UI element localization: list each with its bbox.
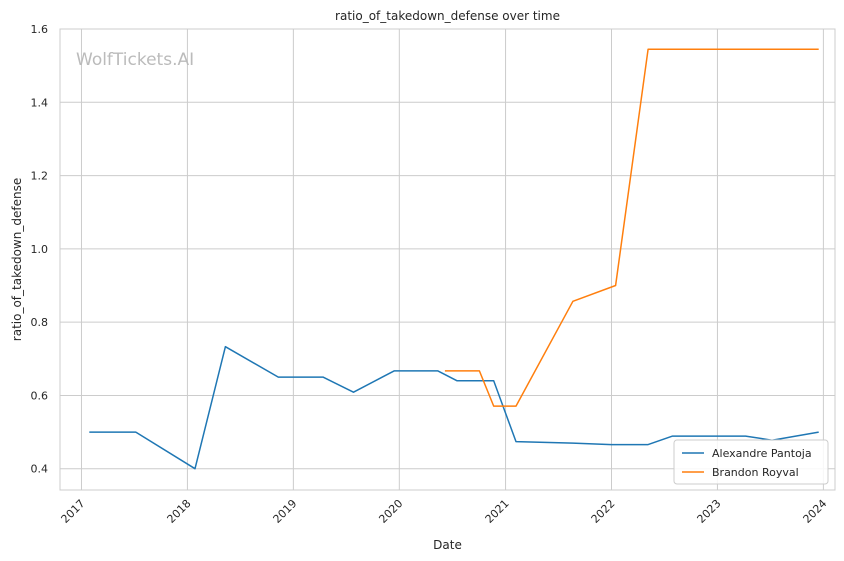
x-tick-label: 2024 [801, 497, 830, 526]
y-axis-ticks: 0.4 0.6 0.8 1.0 1.2 1.4 1.6 [31, 23, 49, 476]
series-lines [89, 48, 819, 470]
series-line [89, 345, 819, 470]
legend: Alexandre Pantoja Brandon Royval [673, 439, 829, 485]
chart-title: ratio_of_takedown_defense over time [335, 9, 560, 23]
plot-frame [59, 28, 836, 491]
legend-box [673, 439, 829, 485]
x-axis-title: Date [433, 538, 462, 552]
x-axis-ticks: 2017 2018 2019 2020 2021 2022 2023 2024 [59, 497, 830, 526]
x-tick-label: 2020 [376, 497, 405, 526]
x-tick-label: 2022 [589, 497, 618, 526]
legend-label: Alexandre Pantoja [712, 447, 812, 460]
y-tick-label: 0.4 [31, 463, 49, 476]
series-line [444, 48, 819, 407]
x-tick-label: 2023 [695, 497, 724, 526]
x-tick-label: 2017 [59, 497, 88, 526]
y-tick-label: 0.8 [31, 316, 49, 329]
y-tick-label: 0.6 [31, 389, 49, 402]
y-tick-label: 1.4 [31, 96, 49, 109]
legend-label: Brandon Royval [712, 466, 799, 479]
y-axis-title: ratio_of_takedown_defense [10, 178, 24, 341]
x-tick-label: 2021 [483, 497, 512, 526]
x-tick-label: 2019 [271, 497, 300, 526]
y-tick-label: 1.0 [31, 243, 49, 256]
x-tick-label: 2018 [165, 497, 194, 526]
y-tick-label: 1.2 [31, 170, 49, 183]
watermark: WolfTickets.AI [76, 50, 194, 70]
y-tick-label: 1.6 [31, 23, 49, 36]
grid [60, 28, 835, 490]
